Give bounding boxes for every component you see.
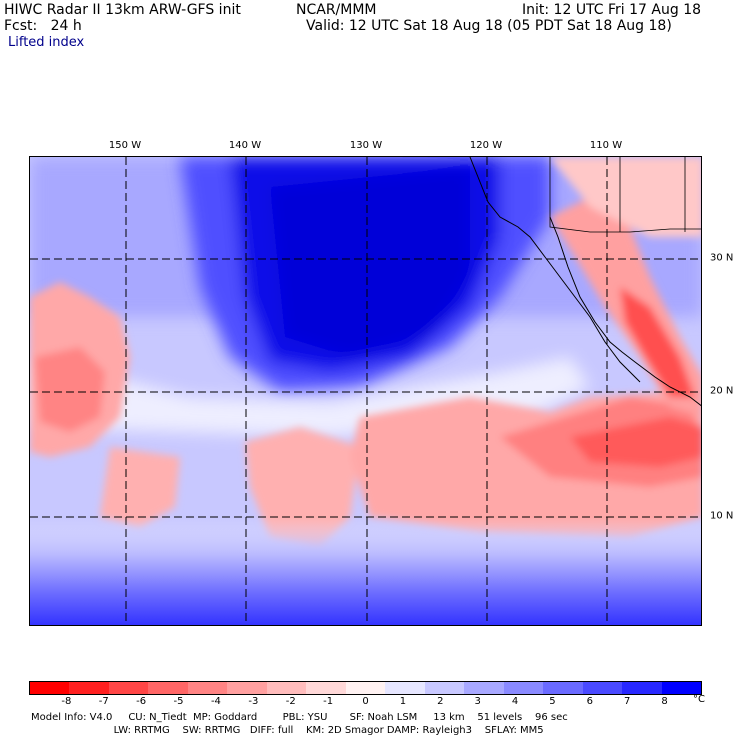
south-stable-band: [30, 517, 701, 625]
colorbar-swatch: [503, 682, 544, 694]
colorbar-tick-label: -1: [323, 696, 334, 707]
init-time: Init: 12 UTC Fri 17 Aug 18: [522, 2, 702, 18]
colorbar-tick-label: -6: [136, 696, 147, 707]
colorbar-tick-label: 0: [362, 696, 369, 707]
colorbar-tick-label: -3: [248, 696, 259, 707]
map-canvas: [30, 157, 701, 625]
field-name: Lifted index: [8, 35, 85, 50]
stable-airmass-region: [180, 157, 550, 392]
state-borders: [549, 157, 701, 233]
lat-label-30n: 30 N: [710, 252, 734, 264]
colorbar-swatch: [266, 682, 307, 694]
model-title: HIWC Radar II 13km ARW-GFS init: [4, 2, 241, 18]
lon-label-140w: 140 W: [228, 140, 262, 151]
colorbar-tick-label: -8: [61, 696, 72, 707]
colorbar-swatch: [30, 682, 70, 694]
colorbar-swatch: [108, 682, 149, 694]
lon-label-120w: 120 W: [469, 140, 503, 151]
model-info-line2: LW: RRTMG SW: RRTMG DIFF: full KM: 2D Sm…: [31, 725, 544, 736]
colorbar-swatch: [187, 682, 228, 694]
colorbar-tick-label: 6: [586, 696, 594, 707]
colorbar-swatch: [464, 682, 504, 694]
org-label: NCAR/MMM: [296, 2, 377, 18]
coastline: [469, 157, 701, 407]
colorbar-swatch: [582, 682, 623, 694]
colorbar-swatch: [306, 682, 346, 694]
unstable-regions: [30, 157, 701, 547]
model-info-line1: Model Info: V4.0 CU: N_Tiedt MP: Goddard…: [31, 712, 568, 723]
lat-lon-grid: [30, 157, 701, 625]
lat-label-10n: 10 N: [710, 510, 734, 522]
colorbar-tick-label: 8: [661, 696, 668, 707]
valid-time: Valid: 12 UTC Sat 18 Aug 18 (05 PDT Sat …: [306, 18, 672, 34]
colorbar-tick-label: -2: [285, 696, 296, 707]
lon-label-150w: 150 W: [108, 140, 142, 151]
colorbar: [29, 681, 702, 695]
colorbar-swatch: [385, 682, 425, 694]
colorbar-swatch: [345, 682, 386, 694]
colorbar-unit: °C: [693, 694, 705, 705]
colorbar-tick-label: -4: [210, 696, 221, 707]
lon-label-110w: 110 W: [589, 140, 623, 151]
colorbar-swatch: [69, 682, 109, 694]
colorbar-swatch: [424, 682, 465, 694]
colorbar-tick-label: 4: [511, 696, 519, 707]
colorbar-tick-label: 1: [399, 696, 407, 707]
colorbar-swatch: [148, 682, 188, 694]
lifted-index-map: [29, 156, 702, 626]
colorbar-tick-label: -5: [173, 696, 184, 707]
colorbar-tick-label: 3: [474, 696, 481, 707]
colorbar-tick-label: 2: [437, 696, 444, 707]
colorbar-swatch: [227, 682, 267, 694]
colorbar-swatch: [661, 682, 701, 694]
colorbar-tick-label: -7: [98, 696, 109, 707]
forecast-hour: Fcst: 24 h: [4, 18, 82, 34]
colorbar-swatch: [543, 682, 583, 694]
colorbar-tick-label: 7: [624, 696, 631, 707]
colorbar-swatch: [622, 682, 662, 694]
colorbar-tick-label: 5: [549, 696, 556, 707]
lat-label-20n: 20 N: [710, 385, 734, 397]
lon-label-130w: 130 W: [349, 140, 383, 151]
